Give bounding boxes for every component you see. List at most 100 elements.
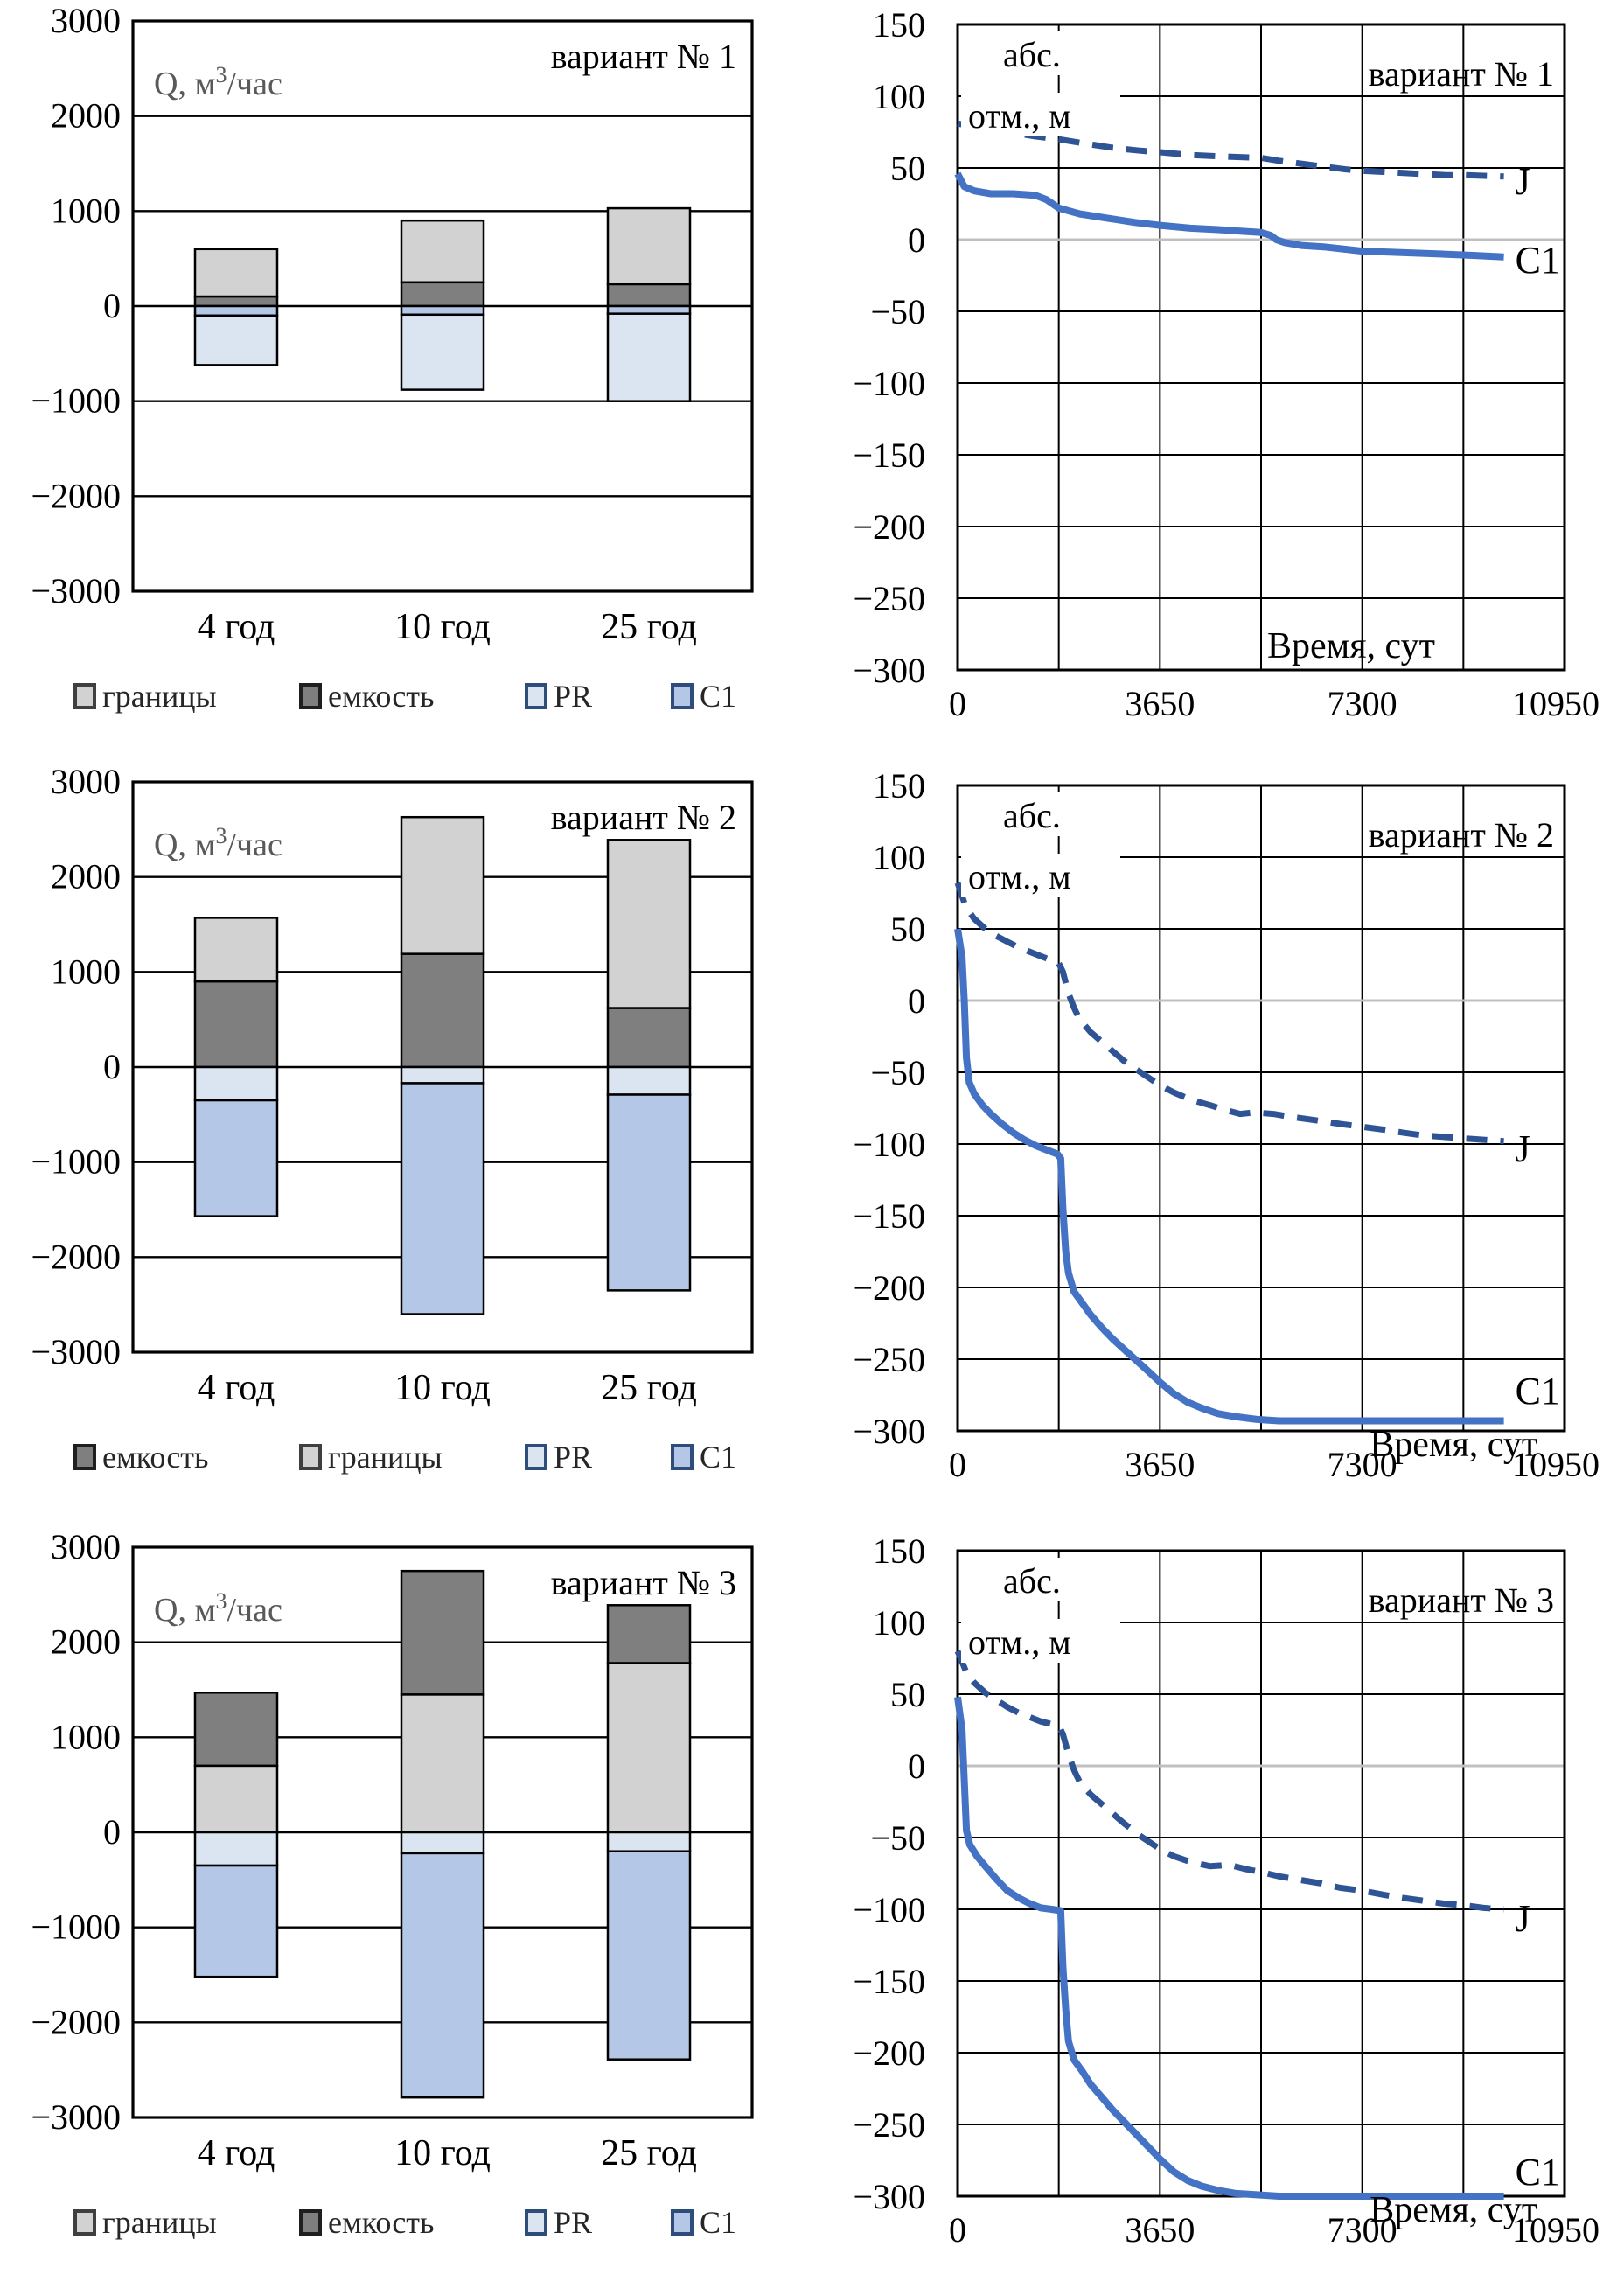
bar-segment: [400, 219, 485, 284]
category-label: 10 год: [394, 607, 491, 647]
abs-otm-label: абс.: [1003, 1561, 1061, 1601]
legend-label: емкость: [102, 1440, 209, 1475]
label-backing: [961, 1619, 1120, 1663]
bar-chart-variant-1: 3000 2000 1000 0 −1000 −2000 −3000 4 год 10 год 2…: [31, 1, 754, 647]
bar-segment: [400, 313, 485, 391]
y-tick-label: 0: [103, 1047, 121, 1086]
y-tick-label: −1000: [31, 381, 121, 421]
bar-segment: [606, 1093, 692, 1292]
y-tick-label: −50: [870, 292, 925, 331]
y-tick-label: −300: [853, 2177, 925, 2216]
time-axis-label: Время, сут: [1370, 1425, 1537, 1465]
bar-segment: [606, 312, 692, 402]
legend-item: PR: [525, 2205, 592, 2240]
category-label: 25 год: [601, 2133, 697, 2173]
q-axis-label: Q, м3/час: [154, 823, 282, 863]
x-tick-label: 0: [949, 684, 966, 723]
legend-swatch-2: [299, 2209, 322, 2236]
y-tick-label: 3000: [51, 762, 121, 801]
y-tick-label: −150: [853, 436, 925, 475]
legend-label: PR: [554, 1440, 593, 1475]
row-variant-1: 3000 2000 1000 0 −1000 −2000 −3000 4 год 10 год 2…: [0, 0, 1624, 763]
bar-segment: [606, 1831, 692, 1852]
plot-frame: [131, 19, 754, 593]
legend-swatch-4: [671, 2209, 694, 2236]
legend-label: C1: [700, 2205, 737, 2240]
time-axis-label: Время, сут: [1267, 626, 1435, 666]
legend-swatch-4: [671, 683, 694, 709]
x-tick-label: 3650: [1125, 1445, 1195, 1484]
y-tick-label: −3000: [31, 1332, 121, 1371]
y-tick-label: 1000: [51, 1717, 121, 1756]
legend-swatch-2: [299, 683, 322, 709]
bar-segment: [400, 952, 485, 1069]
label-backing: [994, 31, 1096, 75]
x-tick-label: 10950: [1512, 684, 1600, 723]
y-tick-label: 50: [890, 1675, 925, 1714]
label-backing: [961, 93, 1120, 136]
series-end-label: C1: [1516, 1370, 1560, 1413]
legend-swatch-1: [73, 683, 96, 709]
bar-segment: [193, 1831, 279, 1867]
bar-segment: [193, 917, 279, 983]
plot-frame: [131, 780, 754, 1354]
bar-segment: [193, 1764, 279, 1834]
abs-otm-label: отм., м: [968, 857, 1071, 896]
line-panel-variant-3: J C1 150 100 50 0 −50 −100 −150 −200 −250 −300 0 3650…: [831, 1526, 1624, 2288]
chart-title: вариант № 1: [1369, 54, 1554, 94]
y-tick-label: 0: [103, 286, 121, 325]
abs-otm-label: отм., м: [968, 96, 1071, 136]
bar-panel-variant-1: 3000 2000 1000 0 −1000 −2000 −3000 4 год 10 год 2…: [0, 0, 791, 763]
bar-segment: [193, 1864, 279, 1978]
bar-segment: [606, 304, 692, 315]
abs-otm-label: отм., м: [968, 1622, 1071, 1662]
bar-segment: [400, 1569, 485, 1696]
bar-segment: [606, 1065, 692, 1096]
bar-segment: [400, 304, 485, 317]
y-tick-label: −250: [853, 579, 925, 618]
y-tick-label: 100: [873, 1603, 925, 1643]
legend-swatch-3: [525, 2209, 547, 2236]
legend-swatch-1: [73, 1444, 96, 1470]
series-end-label: J: [1516, 1897, 1530, 1940]
legend-label: PR: [554, 679, 593, 714]
row-variant-2: 3000 2000 1000 0 −1000 −2000 −3000 4 год 10 год 2…: [0, 761, 1624, 1524]
category-label: 4 год: [198, 607, 275, 647]
line-chart-variant-1: J C1 150 100 50 0 −50 −100 −150 −200 −250 −300 0 3650…: [853, 5, 1600, 723]
y-tick-label: 3000: [51, 1, 121, 40]
y-tick-label: 2000: [51, 96, 121, 136]
y-tick-label: −2000: [31, 476, 121, 515]
q-axis-label: Q, м3/час: [154, 62, 282, 102]
legend-item: PR: [525, 679, 592, 714]
y-tick-label: −100: [853, 1890, 925, 1929]
legend-item: C1: [671, 679, 736, 714]
line-panel-variant-1: J C1 150 100 50 0 −50 −100 −150 −200 −250 −300 0 3650…: [831, 0, 1624, 770]
y-tick-label: 0: [908, 1747, 925, 1786]
line-panel-variant-2: J C1 150 100 50 0 −50 −100 −150 −200 −250 −300 0 3650…: [831, 761, 1624, 1531]
legend-variant-1: границы емкость PR C1: [0, 679, 791, 728]
bar-segment: [400, 281, 485, 308]
legend-swatch-1: [73, 2209, 96, 2236]
bar-segment: [193, 314, 279, 366]
legend-label: границы: [102, 2205, 217, 2240]
y-tick-label: −250: [853, 1340, 925, 1379]
bar-segment: [606, 206, 692, 286]
series-line-c1: [954, 1696, 1504, 2200]
bar-segment: [193, 1099, 279, 1217]
legend-label: C1: [700, 1440, 737, 1475]
y-tick-label: 100: [873, 838, 925, 877]
legend-label: границы: [102, 679, 217, 714]
time-axis-label: Время, сут: [1370, 2190, 1537, 2230]
bar-chart-variant-2: 3000 2000 1000 0 −1000 −2000 −3000 4 год 10 год 2…: [31, 762, 754, 1408]
legend-label: емкость: [328, 2205, 435, 2240]
legend-item: емкость: [73, 1440, 208, 1475]
x-tick-label: 0: [949, 2210, 966, 2250]
category-label: 25 год: [601, 1368, 697, 1408]
chart-title: вариант № 1: [551, 37, 736, 76]
y-tick-label: 150: [873, 1531, 925, 1571]
series-line-c1: [954, 928, 1504, 1425]
y-tick-label: 0: [908, 220, 925, 260]
bar-segment: [193, 304, 279, 317]
bar-panel-variant-2: 3000 2000 1000 0 −1000 −2000 −3000 4 год 10 год 2…: [0, 761, 791, 1524]
category-label: 10 год: [394, 1368, 491, 1408]
